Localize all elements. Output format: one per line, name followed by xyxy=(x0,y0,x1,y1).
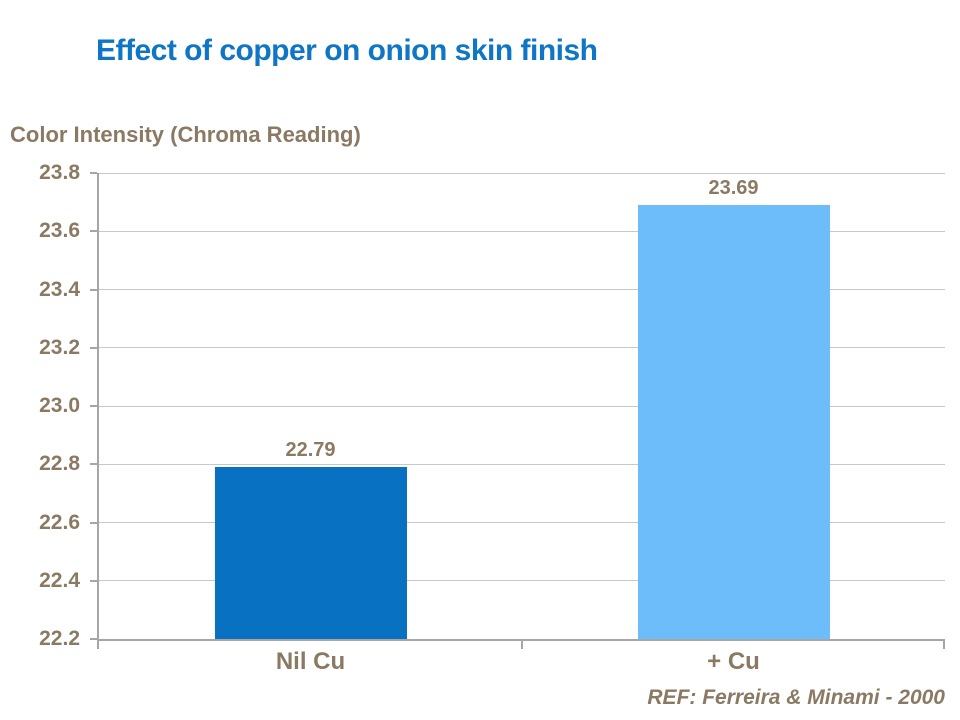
gridline-23.6 xyxy=(99,230,945,232)
y-axis-tick-23.0 xyxy=(90,405,97,407)
gridline-23.4 xyxy=(99,289,945,290)
y-tick-label-23.8: 23.8 xyxy=(39,161,80,184)
gridline-23.2 xyxy=(99,347,945,349)
gridline-23.0 xyxy=(99,405,945,407)
y-axis-tick-23.8 xyxy=(90,172,97,174)
y-axis-tick-23.2 xyxy=(90,346,97,349)
y-axis-tick-23.4 xyxy=(90,288,97,291)
plot-area: 22.79 Nil Cu 23.69 + Cu xyxy=(90,172,945,675)
x-axis-tick-1 xyxy=(521,639,523,649)
y-tick-label-22.2: 22.2 xyxy=(39,627,80,650)
chart-title: Effect of copper on onion skin finish xyxy=(96,34,598,67)
y-tick-label-22.8: 22.8 xyxy=(39,452,80,476)
y-axis-tick-22.4 xyxy=(90,579,97,582)
category-label-nil-cu: Nil Cu xyxy=(275,648,346,675)
gridline-22.8 xyxy=(99,463,945,465)
y-tick-label-23.0: 23.0 xyxy=(39,394,80,417)
x-axis-tick-0 xyxy=(97,639,99,649)
y-axis-title: Color Intensity (Chroma Reading) xyxy=(10,122,361,147)
gridline-22.4 xyxy=(99,580,945,582)
y-tick-label-23.4: 23.4 xyxy=(39,277,80,301)
y-axis-tick-22.8 xyxy=(90,463,97,466)
y-axis-tick-23.6 xyxy=(90,230,97,233)
y-tick-label-22.4: 22.4 xyxy=(39,568,80,592)
y-axis-tick-22.2 xyxy=(90,638,97,640)
y-axis-tick-22.6 xyxy=(90,521,97,524)
y-tick-label-23.6: 23.6 xyxy=(39,219,80,243)
category-label-cu: + Cu xyxy=(707,648,760,675)
value-label-cu: 23.69 xyxy=(708,177,759,200)
reference-citation: REF: Ferreira & Minami - 2000 xyxy=(647,686,945,709)
y-tick-label-23.2: 23.2 xyxy=(39,335,80,359)
gridline-23.8 xyxy=(99,172,945,174)
y-tick-label-22.6: 22.6 xyxy=(39,510,80,534)
bar-nil-cu xyxy=(214,467,407,639)
x-axis-tick-end xyxy=(943,639,945,649)
gridline-22.6 xyxy=(99,522,945,523)
value-label-nil-cu: 22.79 xyxy=(285,439,336,462)
bar-cu xyxy=(637,205,830,639)
